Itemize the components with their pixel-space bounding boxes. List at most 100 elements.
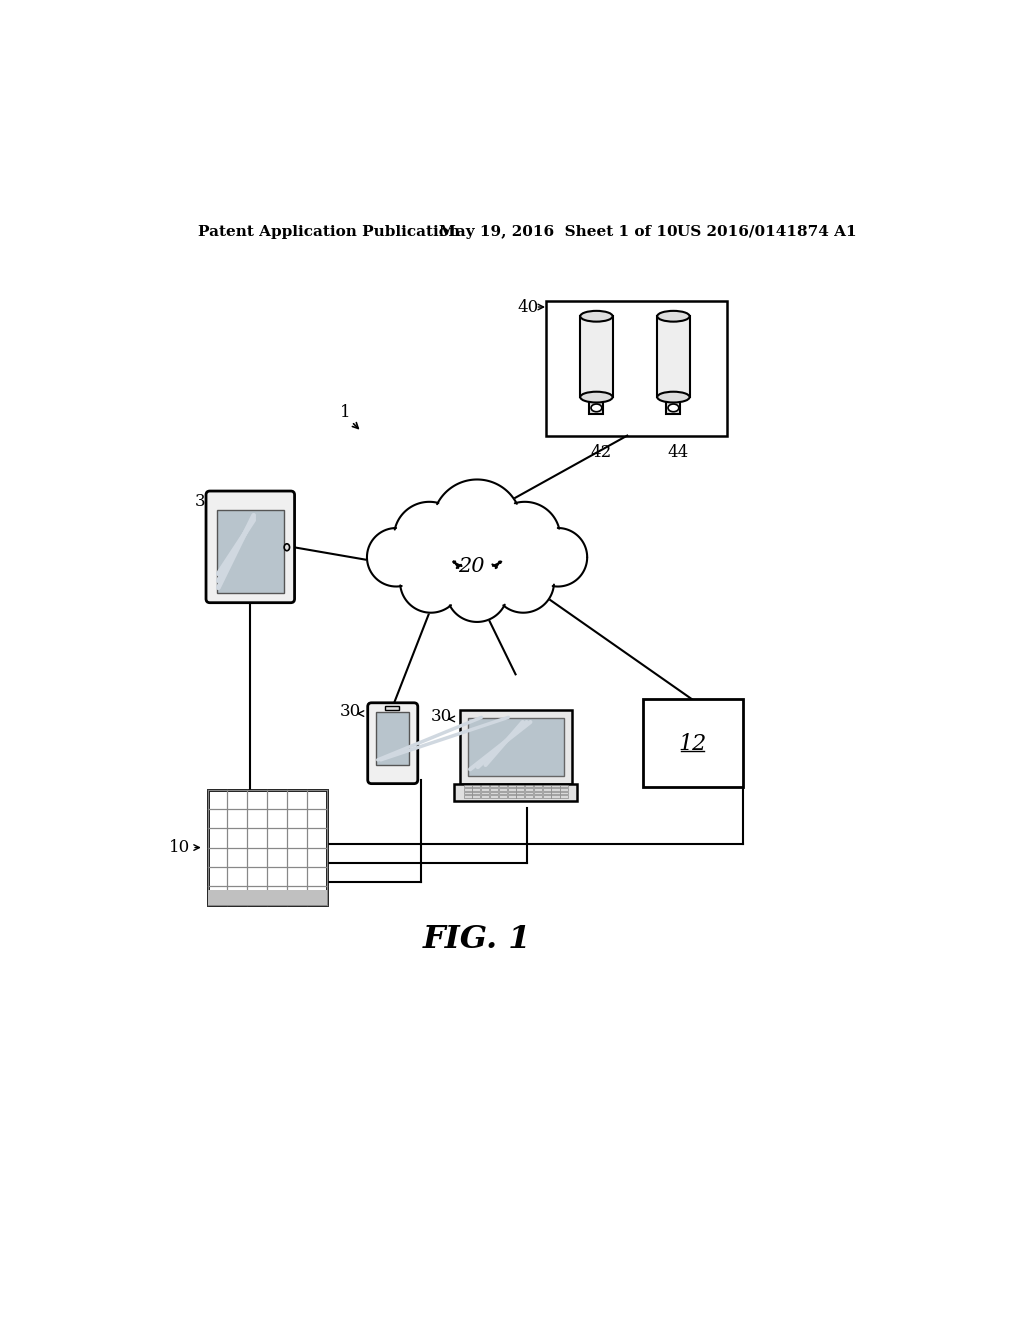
Bar bbox=[560, 788, 568, 791]
Bar bbox=[543, 785, 551, 788]
Bar bbox=[208, 890, 327, 906]
Bar bbox=[657, 317, 689, 397]
Circle shape bbox=[493, 552, 554, 612]
Bar bbox=[499, 785, 507, 788]
Bar bbox=[543, 792, 551, 795]
Bar bbox=[464, 795, 472, 797]
Bar bbox=[499, 788, 507, 791]
Bar bbox=[472, 795, 480, 797]
Bar bbox=[525, 788, 534, 791]
Bar bbox=[468, 718, 564, 776]
Text: 42: 42 bbox=[590, 444, 611, 461]
Text: 44: 44 bbox=[668, 444, 688, 461]
Bar bbox=[534, 785, 542, 788]
Bar bbox=[489, 792, 498, 795]
Circle shape bbox=[493, 552, 554, 612]
Bar bbox=[534, 792, 542, 795]
Bar bbox=[481, 795, 489, 797]
Bar bbox=[481, 792, 489, 795]
Text: Patent Application Publication: Patent Application Publication bbox=[199, 224, 461, 239]
Ellipse shape bbox=[581, 312, 612, 322]
Bar bbox=[472, 788, 480, 791]
Bar bbox=[516, 785, 524, 788]
Circle shape bbox=[446, 561, 508, 622]
Bar bbox=[560, 792, 568, 795]
Bar bbox=[385, 706, 399, 710]
Bar bbox=[525, 792, 534, 795]
Text: 30: 30 bbox=[340, 702, 361, 719]
Bar bbox=[489, 795, 498, 797]
Bar bbox=[464, 785, 472, 788]
Bar bbox=[217, 510, 284, 593]
Bar bbox=[508, 785, 515, 788]
Bar bbox=[643, 700, 742, 788]
Circle shape bbox=[394, 502, 465, 573]
Text: May 19, 2016  Sheet 1 of 10: May 19, 2016 Sheet 1 of 10 bbox=[438, 224, 677, 239]
Bar bbox=[534, 788, 542, 791]
Bar bbox=[547, 301, 727, 436]
Text: 30: 30 bbox=[431, 708, 453, 725]
Bar bbox=[508, 792, 515, 795]
Bar bbox=[534, 795, 542, 797]
Bar bbox=[590, 397, 603, 414]
Bar bbox=[464, 792, 472, 795]
Bar bbox=[472, 792, 480, 795]
Text: 40: 40 bbox=[517, 298, 539, 315]
Bar bbox=[516, 788, 524, 791]
Bar bbox=[560, 795, 568, 797]
Circle shape bbox=[489, 502, 560, 573]
Bar bbox=[525, 785, 534, 788]
Text: 1: 1 bbox=[340, 404, 350, 421]
Bar bbox=[489, 785, 498, 788]
Ellipse shape bbox=[657, 392, 689, 403]
Circle shape bbox=[394, 502, 465, 573]
Circle shape bbox=[367, 528, 425, 586]
Bar bbox=[499, 795, 507, 797]
Bar bbox=[525, 795, 534, 797]
FancyBboxPatch shape bbox=[206, 491, 295, 603]
Circle shape bbox=[489, 502, 560, 573]
Bar bbox=[508, 788, 515, 791]
Ellipse shape bbox=[668, 404, 679, 412]
Circle shape bbox=[446, 561, 508, 622]
Circle shape bbox=[400, 552, 462, 612]
Bar bbox=[543, 795, 551, 797]
Text: 30: 30 bbox=[195, 492, 216, 510]
Ellipse shape bbox=[657, 312, 689, 322]
Bar bbox=[464, 788, 472, 791]
Bar bbox=[516, 792, 524, 795]
Ellipse shape bbox=[591, 404, 602, 412]
Bar bbox=[516, 795, 524, 797]
Bar bbox=[543, 788, 551, 791]
Bar bbox=[481, 788, 489, 791]
Bar bbox=[667, 397, 680, 414]
Circle shape bbox=[432, 479, 521, 569]
FancyBboxPatch shape bbox=[368, 702, 418, 784]
Bar bbox=[460, 710, 571, 784]
Bar bbox=[208, 789, 327, 906]
Bar bbox=[560, 785, 568, 788]
Bar bbox=[454, 784, 578, 800]
Text: 10: 10 bbox=[169, 840, 190, 857]
Circle shape bbox=[528, 528, 587, 586]
Text: FIG. 1: FIG. 1 bbox=[423, 924, 531, 956]
Ellipse shape bbox=[581, 392, 612, 403]
Bar bbox=[481, 785, 489, 788]
Circle shape bbox=[528, 528, 587, 586]
Bar bbox=[552, 795, 559, 797]
Bar bbox=[472, 785, 480, 788]
Bar bbox=[376, 711, 410, 766]
Bar bbox=[552, 785, 559, 788]
Bar bbox=[499, 792, 507, 795]
Text: US 2016/0141874 A1: US 2016/0141874 A1 bbox=[677, 224, 857, 239]
Bar bbox=[581, 317, 612, 397]
Ellipse shape bbox=[285, 544, 290, 550]
Text: 12: 12 bbox=[679, 733, 707, 755]
Bar bbox=[552, 792, 559, 795]
Text: 20: 20 bbox=[458, 557, 484, 576]
Bar bbox=[552, 788, 559, 791]
Bar bbox=[489, 788, 498, 791]
Bar bbox=[508, 795, 515, 797]
Circle shape bbox=[400, 552, 462, 612]
Circle shape bbox=[367, 528, 425, 586]
